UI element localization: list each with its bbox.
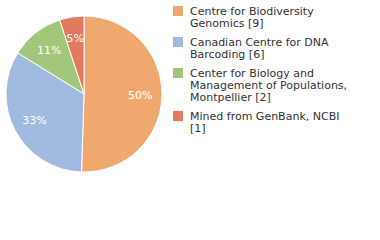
data-label: 50% xyxy=(128,89,152,102)
data-label: 11% xyxy=(37,44,61,57)
legend-label: Centre for BiodiversityGenomics [9] xyxy=(190,5,314,30)
legend-label: Mined from GenBank, NCBI[1] xyxy=(190,110,339,135)
legend: Centre for BiodiversityGenomics [9] Canad… xyxy=(173,5,347,135)
legend-label: Canadian Centre for DNABarcoding [6] xyxy=(190,36,329,61)
legend-swatch xyxy=(173,37,183,47)
legend-swatch xyxy=(173,111,183,121)
chart: 50% 33% 11% 5% Centre for BiodiversityGenomi… xyxy=(0,0,380,240)
slice xyxy=(60,16,84,94)
pie xyxy=(6,16,162,172)
slice xyxy=(82,16,162,172)
data-label: 33% xyxy=(22,114,46,127)
legend-label: Center for Biology andManagement of Popu… xyxy=(190,67,347,104)
legend-swatch xyxy=(173,6,183,16)
data-labels: 50% 33% 11% 5% xyxy=(22,32,152,127)
data-label: 5% xyxy=(66,32,83,45)
legend-swatch xyxy=(173,68,183,78)
